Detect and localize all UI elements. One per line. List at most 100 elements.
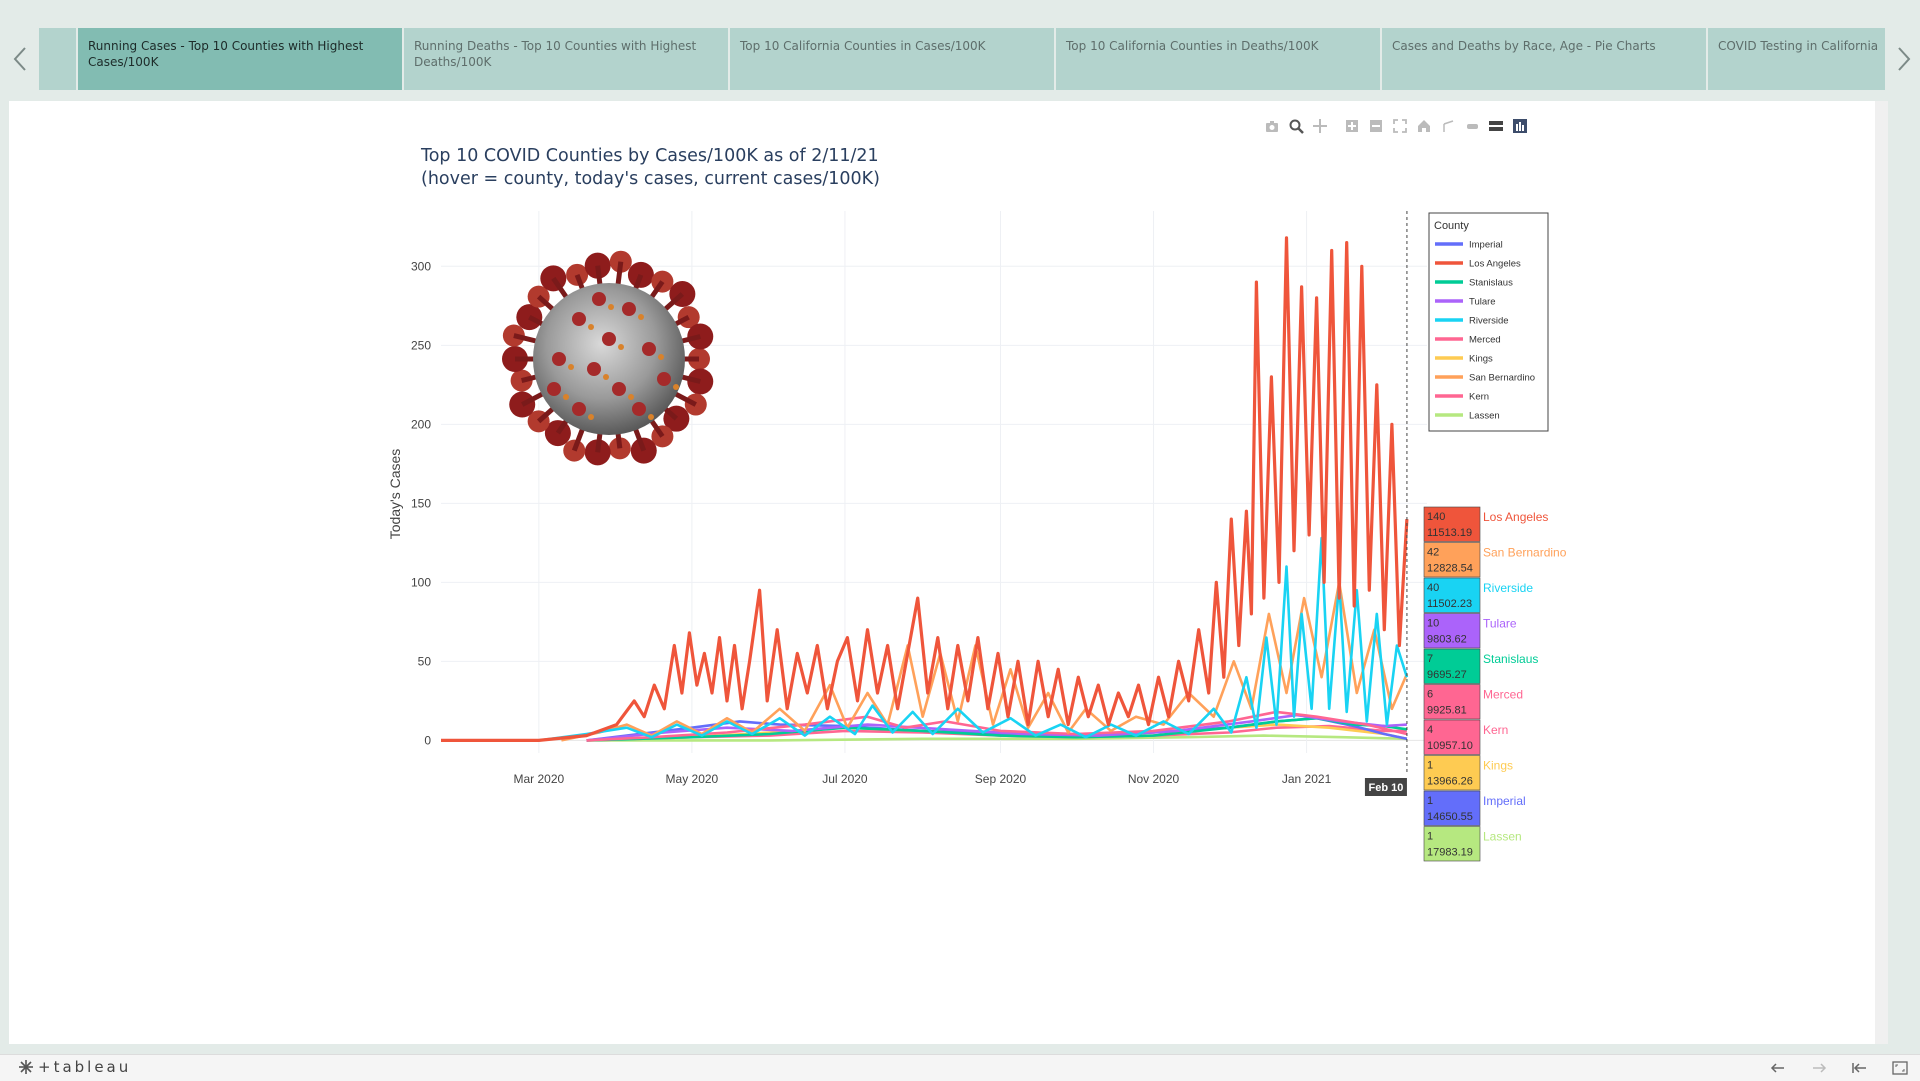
legend-item-tulare[interactable]: Tulare bbox=[1435, 297, 1496, 308]
autoscale-icon bbox=[1393, 119, 1407, 133]
plot-modebar bbox=[1263, 117, 1529, 135]
hover-date-box bbox=[1364, 778, 1407, 796]
legend-item-kern[interactable]: Kern bbox=[1435, 392, 1489, 403]
zoom-in-button[interactable] bbox=[1343, 117, 1361, 135]
hover-label-name: Imperial bbox=[1483, 794, 1526, 808]
hover-label-per100k: 12828.54 bbox=[1427, 563, 1473, 575]
revert-button[interactable] bbox=[1848, 1059, 1870, 1077]
hover-label-name: Riverside bbox=[1483, 581, 1533, 595]
hover-label-per100k: 11513.19 bbox=[1427, 527, 1472, 539]
hover-closest-button[interactable] bbox=[1463, 117, 1481, 135]
undo-icon bbox=[1770, 1063, 1784, 1073]
camera-button[interactable] bbox=[1263, 117, 1281, 135]
hover-compare-button[interactable] bbox=[1487, 117, 1505, 135]
hover-label-per100k: 9803.62 bbox=[1427, 634, 1467, 646]
legend-item-imperial[interactable]: Imperial bbox=[1435, 240, 1503, 251]
legend-item-kings[interactable]: Kings bbox=[1435, 354, 1493, 365]
y-tick-label: 0 bbox=[424, 733, 431, 747]
spike-lines-button[interactable] bbox=[1439, 117, 1457, 135]
tab-5[interactable]: Cases and Deaths by Race, Age - Pie Char… bbox=[1382, 28, 1706, 90]
legend-label: Los Angeles bbox=[1469, 259, 1521, 270]
hover-label-box bbox=[1423, 719, 1481, 755]
fullscreen-button[interactable] bbox=[1889, 1059, 1911, 1077]
tableau-footer: +tableau bbox=[0, 1054, 1920, 1081]
tab-0[interactable]: Cases and Deaths by County bbox=[39, 28, 76, 90]
tab-2[interactable]: Running Deaths - Top 10 Counties with Hi… bbox=[404, 28, 728, 90]
hover-label-name: Merced bbox=[1483, 688, 1523, 702]
hover-label-name: Kings bbox=[1483, 759, 1513, 773]
legend-item-san-bernardino[interactable]: San Bernardino bbox=[1435, 373, 1535, 384]
series-line-los-angeles bbox=[441, 236, 1409, 742]
hover-label-per100k: 17983.19 bbox=[1427, 847, 1473, 859]
hover-label-box bbox=[1423, 613, 1481, 649]
legend-item-lassen[interactable]: Lassen bbox=[1435, 411, 1500, 422]
undo-button[interactable] bbox=[1767, 1059, 1789, 1077]
hover-label-per100k: 13966.26 bbox=[1427, 776, 1473, 788]
series-line-lassen bbox=[586, 734, 1407, 742]
hover-label-box bbox=[1423, 648, 1481, 684]
hover-label-cases: 140 bbox=[1427, 511, 1445, 523]
y-tick-label: 300 bbox=[411, 259, 431, 273]
hover-label-box bbox=[1423, 506, 1481, 542]
legend-item-los-angeles[interactable]: Los Angeles bbox=[1435, 259, 1521, 270]
hover-label-name: Lassen bbox=[1483, 830, 1522, 844]
x-tick-label: Jul 2020 bbox=[822, 772, 868, 786]
zoom-out-icon bbox=[1370, 120, 1382, 132]
hover-label-name: Los Angeles bbox=[1483, 510, 1548, 524]
tab-6[interactable]: COVID Testing in California bbox=[1708, 28, 1885, 90]
chart-plot[interactable]: 0 50 100 150 200 250 300 Mar 2020 May 2020 Jul 20… bbox=[9, 101, 1869, 1044]
autoscale-button[interactable] bbox=[1391, 117, 1409, 135]
legend-label: Kings bbox=[1469, 354, 1493, 365]
redo-button[interactable] bbox=[1808, 1059, 1830, 1077]
hover-label-name: Stanislaus bbox=[1483, 652, 1538, 666]
vertical-scrollbar[interactable] bbox=[1875, 101, 1888, 1044]
hover-compare-icon bbox=[1489, 121, 1503, 131]
x-tick-label: Jan 2021 bbox=[1282, 772, 1332, 786]
hover-label-cases: 42 bbox=[1427, 547, 1439, 559]
tab-4[interactable]: Top 10 California Counties in Deaths/100… bbox=[1056, 28, 1380, 90]
chart-title-line1: Top 10 COVID Counties by Cases/100K as o… bbox=[421, 146, 879, 166]
hover-label-name: San Bernardino bbox=[1483, 546, 1567, 560]
pan-button[interactable] bbox=[1311, 117, 1329, 135]
tableau-logo[interactable]: +tableau bbox=[18, 1058, 131, 1076]
series-line-riverside bbox=[538, 536, 1409, 742]
legend-label: Kern bbox=[1469, 392, 1489, 403]
legend-item-stanislaus[interactable]: Stanislaus bbox=[1435, 278, 1513, 289]
tab-3[interactable]: Top 10 California Counties in Cases/100K bbox=[730, 28, 1054, 90]
plotly-logo-icon bbox=[1513, 119, 1527, 133]
tab-bar: Cases and Deaths by CountyRunning Cases … bbox=[0, 0, 1920, 100]
hover-label-per100k: 9695.27 bbox=[1427, 669, 1467, 681]
hover-date-label: Feb 10 bbox=[1368, 782, 1403, 794]
y-axis-title: Today's Cases bbox=[387, 449, 403, 540]
reset-axes-button[interactable] bbox=[1415, 117, 1433, 135]
spike-lines-icon bbox=[1443, 120, 1454, 132]
tab-1[interactable]: Running Cases - Top 10 Counties with Hig… bbox=[78, 28, 402, 90]
x-tick-label: Mar 2020 bbox=[513, 772, 564, 786]
hover-label-cases: 7 bbox=[1427, 653, 1433, 665]
x-tick-label: Nov 2020 bbox=[1128, 772, 1180, 786]
tab-list: Cases and Deaths by CountyRunning Cases … bbox=[39, 28, 1885, 90]
hover-label-per100k: 11502.23 bbox=[1427, 598, 1472, 610]
hover-closest-icon bbox=[1467, 124, 1478, 129]
chart-subtitle: (hover = county, today's cases, current … bbox=[421, 169, 880, 189]
legend-label: Stanislaus bbox=[1469, 278, 1513, 289]
legend-label: San Bernardino bbox=[1469, 373, 1535, 384]
chart-title: Top 10 COVID Counties by Cases/100K as o… bbox=[421, 145, 880, 191]
hover-label-box bbox=[1423, 542, 1481, 578]
legend-label: Riverside bbox=[1469, 316, 1509, 327]
hover-label-cases: 1 bbox=[1427, 795, 1433, 807]
zoom-out-button[interactable] bbox=[1367, 117, 1385, 135]
tabs-scroll-left-button[interactable] bbox=[0, 28, 40, 90]
chevron-left-icon bbox=[13, 47, 26, 71]
zoom-button[interactable] bbox=[1287, 117, 1305, 135]
y-tick-label: 100 bbox=[411, 575, 431, 589]
zoom-in-icon bbox=[1346, 120, 1358, 132]
legend-item-riverside[interactable]: Riverside bbox=[1435, 316, 1509, 327]
hover-label-cases: 10 bbox=[1427, 618, 1439, 630]
legend-item-merced[interactable]: Merced bbox=[1435, 335, 1501, 346]
hover-label-cases: 1 bbox=[1427, 760, 1433, 772]
chevron-right-icon bbox=[1898, 47, 1911, 71]
plotly-logo-button[interactable] bbox=[1511, 117, 1529, 135]
tabs-scroll-right-button[interactable] bbox=[1884, 28, 1920, 90]
